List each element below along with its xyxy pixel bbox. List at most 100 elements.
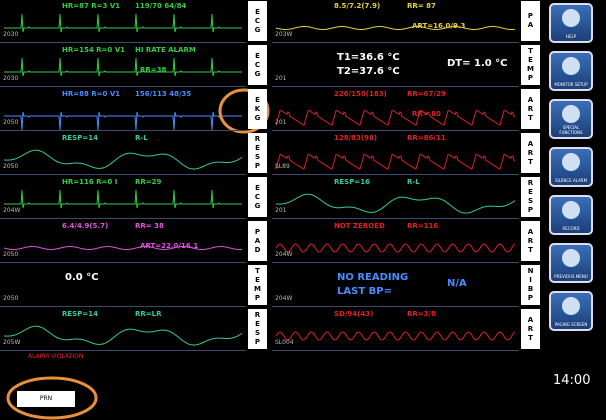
- vital-readout: RESP=16: [334, 178, 370, 186]
- button-label: PREVIOUS MENU: [551, 274, 591, 279]
- vital-readout: HR=87 R=3 V1: [62, 2, 120, 10]
- channel-label[interactable]: NIBP: [521, 265, 540, 305]
- button-icon: [562, 153, 580, 171]
- vital-readout: 128/83(98): [334, 134, 377, 142]
- vital-readout: 119/70 64/84: [135, 2, 186, 10]
- vital-readout: RR=LR: [135, 310, 162, 318]
- bed-id: 201: [275, 207, 286, 214]
- vital-readout: RR= 38: [135, 222, 164, 230]
- channel-label[interactable]: ECG: [248, 1, 267, 41]
- button-label: RECORD: [551, 226, 591, 231]
- bed-id: 204W: [275, 251, 292, 258]
- menu-button[interactable]: MONITOR SETUP: [549, 51, 593, 91]
- prn-button[interactable]: PRN: [17, 391, 75, 407]
- vital-readout: RESP=14: [62, 134, 98, 142]
- bed-id: 2050: [3, 163, 18, 170]
- vital-readout: ART=22.0/16.1: [140, 242, 198, 250]
- vital-readout: HR=116 R=0 I: [62, 178, 117, 186]
- vital-readout: LAST BP=: [337, 286, 392, 297]
- vital-readout: 6.4/4.9(5.7): [62, 222, 108, 230]
- monitor-screen: ALARM VIOLATION 14:00 PRN HR=87 R=3 V1 11…: [0, 0, 606, 420]
- bed-id: 205W: [3, 339, 20, 346]
- clock: 14:00: [553, 373, 590, 388]
- bed-id: 2030: [3, 31, 18, 38]
- button-label: PAGING SCREEN: [551, 322, 591, 327]
- vital-readout: NOT ZEROED: [334, 222, 385, 230]
- channel-label[interactable]: RESP: [248, 309, 267, 349]
- vital-readout: RR= 80: [412, 110, 441, 118]
- vital-readout: SD/94(43): [334, 310, 373, 318]
- bed-id: 2050: [3, 251, 18, 258]
- vital-readout: 226/150(183): [334, 90, 387, 98]
- monitor-panel: RESP=16 R-L 201: [272, 176, 519, 219]
- channel-label[interactable]: ECG: [248, 177, 267, 217]
- bed-id: 203W: [275, 31, 292, 38]
- button-icon: [562, 249, 580, 267]
- vital-readout: DT= 1.0 °C: [447, 58, 508, 69]
- monitor-panel: 6.4/4.9(5.7) RR= 38 ART=22.0/16.1 2050: [0, 220, 246, 263]
- bed-id: SL004: [275, 339, 294, 346]
- bed-id: 2050: [3, 119, 18, 126]
- channel-label[interactable]: EKG: [248, 89, 267, 129]
- monitor-panel: HR=88 R=0 V1 156/113 48/35 2050: [0, 88, 246, 131]
- channel-label[interactable]: RESP: [248, 133, 267, 173]
- monitor-panel: NOT ZEROED RR=116 204W: [272, 220, 519, 263]
- button-icon: [562, 105, 580, 123]
- menu-button[interactable]: SILENCE ALARM: [549, 147, 593, 187]
- monitor-panel: 128/83(98) RR=86/11 SL89: [272, 132, 519, 175]
- vital-readout: HR=88 R=0 V1: [62, 90, 120, 98]
- vital-readout: 0.0 °C: [65, 272, 99, 283]
- bed-id: 201: [275, 75, 286, 82]
- vital-readout: 8.5/7.2(7.9): [334, 2, 380, 10]
- vital-readout: RESP=14: [62, 310, 98, 318]
- bed-id: 201: [275, 119, 286, 126]
- monitor-panel: HR=87 R=3 V1 119/70 64/84 2030: [0, 0, 246, 43]
- button-icon: [562, 201, 580, 219]
- menu-button[interactable]: PAGING SCREEN: [549, 291, 593, 331]
- monitor-panel: RESP=14 R-L 2050: [0, 132, 246, 175]
- bed-id: SL89: [275, 163, 290, 170]
- channel-label[interactable]: RESP: [521, 177, 540, 217]
- vital-readout: RR=3/8: [407, 310, 436, 318]
- channel-label[interactable]: TEMP: [248, 265, 267, 305]
- monitor-panel: HR=116 R=0 I RR=29 204W: [0, 176, 246, 219]
- bed-id: 2030: [3, 75, 18, 82]
- vital-readout: NO READING: [337, 272, 408, 283]
- vital-readout: HR=154 R=0 V1: [62, 46, 125, 54]
- channel-label[interactable]: TEMP: [521, 45, 540, 85]
- channel-label[interactable]: ECG: [248, 45, 267, 85]
- bed-id: 204W: [3, 207, 20, 214]
- vital-readout: RR=67/29: [407, 90, 446, 98]
- menu-button[interactable]: RECORD: [549, 195, 593, 235]
- button-icon: [562, 9, 580, 27]
- vital-readout: RR=116: [407, 222, 438, 230]
- monitor-panel: 226/150(183) RR=67/29 RR= 80 201: [272, 88, 519, 131]
- channel-label[interactable]: PAD: [248, 221, 267, 261]
- vital-readout: R-L: [135, 134, 148, 142]
- menu-button[interactable]: HELP: [549, 3, 593, 43]
- button-label: MONITOR SETUP: [551, 82, 591, 87]
- channel-label[interactable]: ART: [521, 221, 540, 261]
- bed-id: 204W: [275, 295, 292, 302]
- monitor-panel: SD/94(43) RR=3/8 SL004: [272, 308, 519, 351]
- vital-readout: R-L: [407, 178, 420, 186]
- vital-readout: T1=36.6 °C: [337, 52, 400, 63]
- button-label: HELP: [551, 34, 591, 39]
- menu-button[interactable]: PREVIOUS MENU: [549, 243, 593, 283]
- vital-readout: RR=86/11: [407, 134, 446, 142]
- vital-readout: 156/113 48/35: [135, 90, 191, 98]
- button-label: SPECIAL FUNCTIONS: [551, 125, 591, 135]
- vital-readout: RR=38: [140, 66, 166, 74]
- channel-label[interactable]: ART: [521, 133, 540, 173]
- channel-label[interactable]: PA: [521, 1, 540, 41]
- vital-readout: RR=29: [135, 178, 161, 186]
- monitor-panel: T1=36.6 °C T2=37.6 °C DT= 1.0 °C 201: [272, 44, 519, 87]
- channel-label[interactable]: ART: [521, 89, 540, 129]
- menu-button[interactable]: SPECIAL FUNCTIONS: [549, 99, 593, 139]
- channel-label[interactable]: ART: [521, 309, 540, 349]
- vital-readout: T2=37.6 °C: [337, 66, 400, 77]
- alarm-text: ALARM VIOLATION: [28, 353, 83, 360]
